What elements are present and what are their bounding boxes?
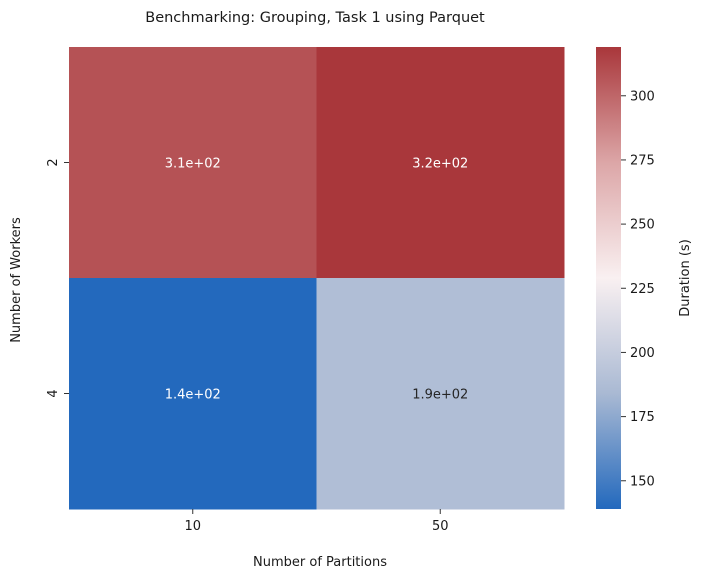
colorbar-tick-label: 275	[630, 153, 655, 168]
heatmap-cell	[316, 47, 565, 279]
x-tick-label: 10	[184, 519, 201, 534]
colorbar-tick-label: 250	[630, 218, 655, 233]
colorbar-tick-label: 300	[630, 89, 655, 104]
y-axis: 24	[46, 158, 69, 398]
cell-annotation: 1.9e+02	[412, 388, 468, 403]
x-tick-label: 50	[432, 519, 449, 534]
colorbar-tick-label: 175	[630, 410, 655, 425]
colorbar-label: Duration (s)	[678, 239, 693, 317]
x-axis: 10 50	[184, 509, 449, 534]
chart-title: Benchmarking: Grouping, Task 1 using Par…	[145, 10, 485, 26]
y-tick-label: 4	[46, 389, 61, 397]
colorbar	[596, 47, 621, 509]
y-tick-label: 2	[46, 158, 61, 166]
cell-annotation: 3.2e+02	[412, 157, 468, 172]
y-axis-label: Number of Workers	[9, 217, 24, 343]
colorbar-tick-label: 150	[630, 474, 655, 489]
cell-annotations: 3.1e+02 3.2e+02 1.4e+02 1.9e+02	[165, 157, 469, 403]
heatmap-cell	[69, 47, 317, 279]
heatmap-cells	[69, 47, 565, 510]
heatmap-cell	[69, 278, 317, 510]
colorbar-ticks: 150 175 200 225 250 275 300	[621, 89, 655, 489]
cell-annotation: 1.4e+02	[165, 388, 221, 403]
colorbar-tick-label: 225	[630, 282, 655, 297]
x-axis-label: Number of Partitions	[253, 555, 387, 570]
cell-annotation: 3.1e+02	[165, 157, 221, 172]
colorbar-tick-label: 200	[630, 346, 655, 361]
heatmap-cell	[316, 278, 565, 510]
